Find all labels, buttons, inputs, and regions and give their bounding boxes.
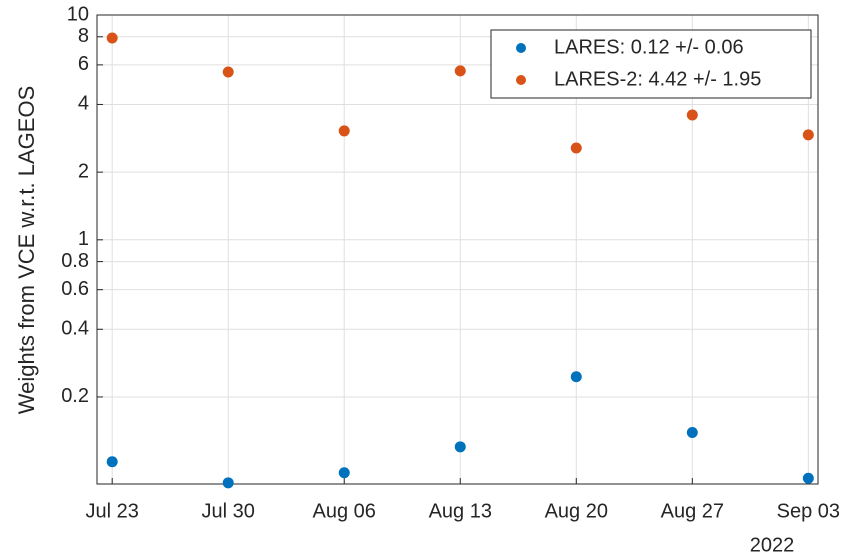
y-tick-label: 8 <box>78 25 89 47</box>
x-tick-label: Aug 06 <box>313 500 376 522</box>
y-tick-label: 2 <box>78 160 89 182</box>
x-tick-label: Aug 27 <box>661 500 724 522</box>
y-tick-label: 4 <box>78 93 89 115</box>
legend-marker <box>516 43 526 53</box>
y-tick-label: 0.4 <box>61 318 89 340</box>
point <box>338 125 350 137</box>
y-tick-label: 1 <box>78 228 89 250</box>
legend-box <box>490 29 812 99</box>
x-tick-label: Aug 20 <box>545 500 608 522</box>
point <box>802 129 814 141</box>
x-secondary-label: 2022 <box>750 534 795 556</box>
point <box>106 456 118 468</box>
x-tick-label: Jul 23 <box>86 500 139 522</box>
y-tick-label: 6 <box>78 53 89 75</box>
x-tick-label: Aug 13 <box>429 500 492 522</box>
legend-label: LARES-2: 4.42 +/- 1.95 <box>554 68 761 90</box>
axes-box <box>96 14 819 485</box>
y-axis-label: Weights from VCE w.r.t. LAGEOS <box>14 86 39 414</box>
legend-marker <box>516 75 526 85</box>
point <box>106 32 118 44</box>
x-tick-label: Jul 30 <box>202 500 255 522</box>
point <box>686 426 698 438</box>
y-tick-label: 0.8 <box>61 250 89 272</box>
point <box>570 142 582 154</box>
point <box>570 371 582 383</box>
point <box>686 109 698 121</box>
point <box>222 66 234 78</box>
point <box>454 441 466 453</box>
point <box>222 477 234 489</box>
x-tick-label: Sep 03 <box>777 500 840 522</box>
point <box>454 65 466 77</box>
legend-label: LARES: 0.12 +/- 0.06 <box>554 36 744 58</box>
y-tick-label: 0.6 <box>61 278 89 300</box>
point <box>338 467 350 479</box>
y-tick-label: 0.2 <box>61 385 89 407</box>
y-tick-label: 10 <box>67 3 89 25</box>
point <box>802 472 814 484</box>
